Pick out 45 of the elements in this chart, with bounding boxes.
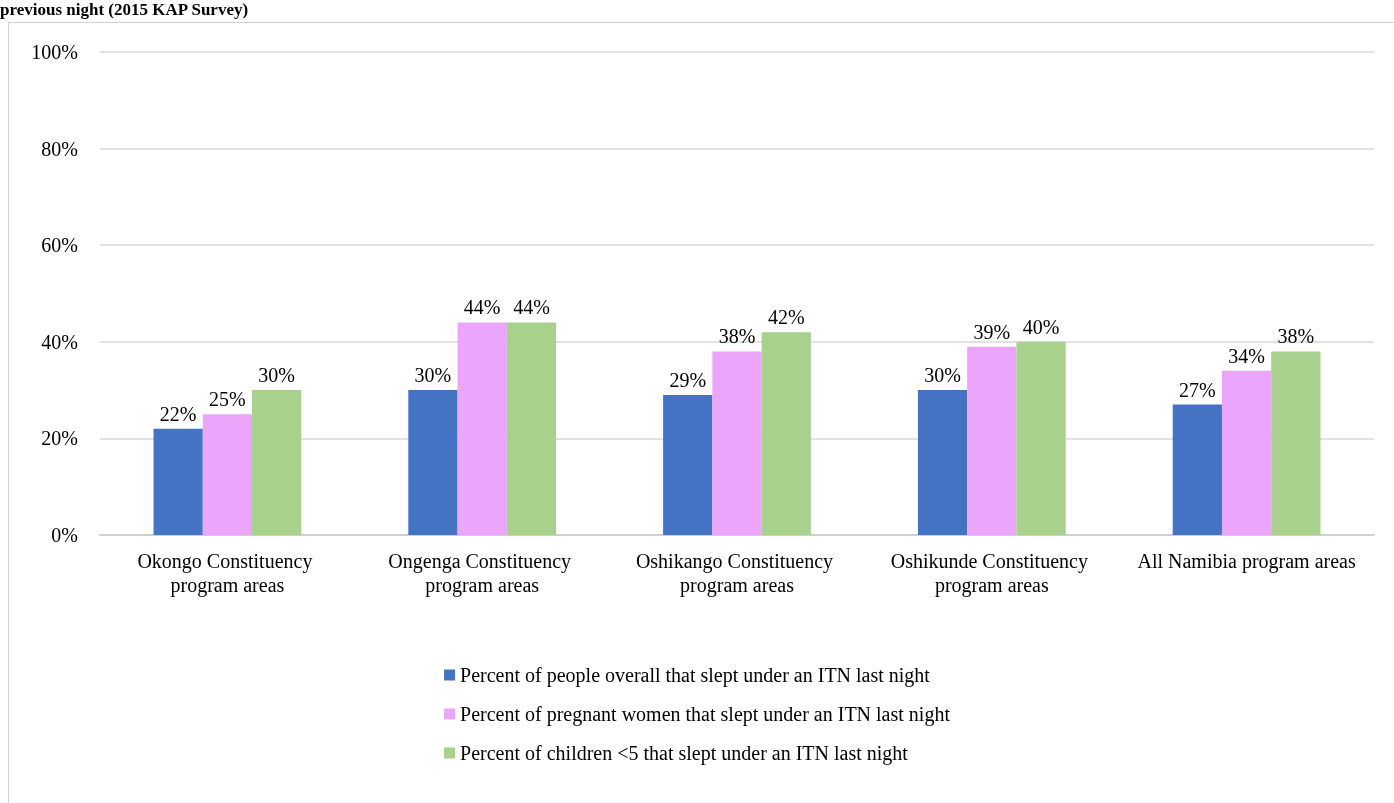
data-label: 27%	[1179, 378, 1216, 401]
x-tick-label: Oshikango Constituency program areas	[635, 550, 839, 597]
bar	[1172, 404, 1222, 535]
bar	[457, 322, 507, 535]
x-tick-label: Oshikunde Constituency program areas	[890, 550, 1093, 597]
legend-label: Percent of pregnant women that slept under an ITN last night	[460, 703, 951, 726]
bar	[663, 394, 713, 535]
y-tick-label: 0%	[51, 524, 78, 546]
data-label: 38%	[1277, 325, 1315, 348]
data-label: 30%	[924, 364, 961, 387]
data-label: 44%	[513, 296, 550, 319]
data-label: 39%	[973, 320, 1011, 343]
data-label: 44%	[463, 296, 501, 319]
bar	[1221, 370, 1272, 535]
bar	[712, 351, 762, 535]
data-label: 29%	[669, 368, 707, 391]
bar	[761, 332, 811, 535]
bar	[917, 390, 968, 535]
data-label: 22%	[159, 402, 197, 425]
data-label: 42%	[767, 306, 805, 329]
y-tick-label: 100%	[31, 41, 78, 63]
data-label: 30%	[414, 364, 452, 387]
x-tick-label: Ongenga Constituency program areas	[388, 550, 577, 597]
legend-label: Percent of people overall that slept under an ITN last night	[460, 664, 931, 687]
bar	[408, 390, 458, 535]
data-label: 40%	[1022, 315, 1060, 338]
chart-title: previous night (2015 KAP Survey)	[0, 0, 249, 20]
bar	[506, 322, 557, 535]
data-label: 30%	[258, 364, 295, 387]
data-label: 25%	[209, 388, 246, 411]
y-tick-label: 60%	[41, 234, 78, 257]
data-label: 34%	[1228, 344, 1265, 367]
bar	[202, 414, 253, 535]
legend-label: Percent of children <5 that slept under an ITN last night	[460, 742, 909, 765]
bar	[153, 428, 203, 535]
bar	[1271, 351, 1321, 535]
bar	[967, 346, 1017, 535]
bar	[1016, 341, 1066, 535]
x-tick-label: Okongo Constituency program areas	[137, 550, 318, 597]
y-tick-label: 40%	[41, 330, 78, 353]
y-tick-label: 80%	[41, 137, 78, 160]
y-tick-label: 20%	[41, 427, 78, 450]
bar	[252, 390, 302, 535]
data-label: 38%	[718, 325, 756, 348]
x-tick-label: All Namibia program areas	[1137, 550, 1356, 573]
